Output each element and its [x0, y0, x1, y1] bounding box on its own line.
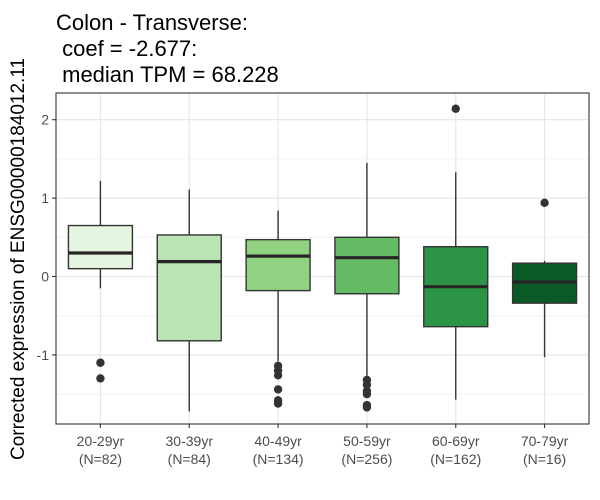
x-tick-label-n: (N=84)	[168, 451, 211, 467]
title-line-3: median TPM = 68.228	[56, 62, 279, 87]
box-group-60-69yr	[423, 104, 489, 400]
y-tick-label: 2	[41, 112, 49, 128]
title-line-1: Colon - Transverse:	[56, 10, 248, 35]
box	[67, 224, 134, 270]
box-group-20-29yr	[67, 180, 134, 383]
y-tick-label: 0	[41, 269, 49, 285]
chart-title: Colon - Transverse: coef = -2.677: media…	[56, 10, 279, 87]
x-tick-label-n: (N=134)	[253, 451, 304, 467]
outlier-point	[362, 389, 372, 399]
x-tick-label-n: (N=162)	[430, 451, 481, 467]
outlier-point	[451, 104, 460, 113]
x-tick-label-age: 20-29yr	[77, 433, 125, 449]
x-axis: 20-29yr (N=82) 30-39yr (N=84) 40-49yr (N=134)…	[77, 424, 569, 467]
outlier-point	[96, 374, 105, 383]
box	[334, 236, 400, 295]
outlier-point	[273, 399, 283, 408]
box-group-30-39yr	[156, 189, 222, 412]
box-group-40-49yr	[245, 210, 311, 408]
outlier-point	[273, 385, 283, 394]
title-line-2: coef = -2.677:	[56, 36, 197, 61]
outlier-point	[362, 403, 372, 412]
box	[156, 234, 222, 342]
plot-panel	[56, 93, 589, 424]
box-group-50-59yr	[334, 162, 400, 412]
x-tick-label-age: 60-69yr	[432, 433, 480, 449]
boxes	[67, 104, 578, 412]
x-tick-label-age: 30-39yr	[166, 433, 214, 449]
outlier-point	[96, 358, 105, 367]
y-axis: -1 0 1 2	[37, 112, 56, 363]
y-axis-label: Corrected expression of ENSG00000184012.…	[8, 58, 29, 460]
box	[245, 238, 311, 292]
x-tick-label-n: (N=82)	[79, 451, 122, 467]
outlier-point	[362, 380, 372, 389]
x-tick-label-age: 50-59yr	[343, 433, 391, 449]
x-tick-label-n: (N=256)	[341, 451, 392, 467]
outlier-point	[540, 198, 549, 208]
y-tick-label: 1	[41, 190, 49, 206]
x-tick-label-age: 40-49yr	[254, 433, 302, 449]
box-group-70-79yr	[511, 198, 578, 358]
x-tick-label-n: (N=16)	[523, 451, 566, 467]
x-tick-label-age: 70-79yr	[521, 433, 569, 449]
y-tick-label: -1	[37, 347, 50, 363]
outlier-point	[273, 371, 283, 380]
plot-border	[55, 92, 590, 425]
